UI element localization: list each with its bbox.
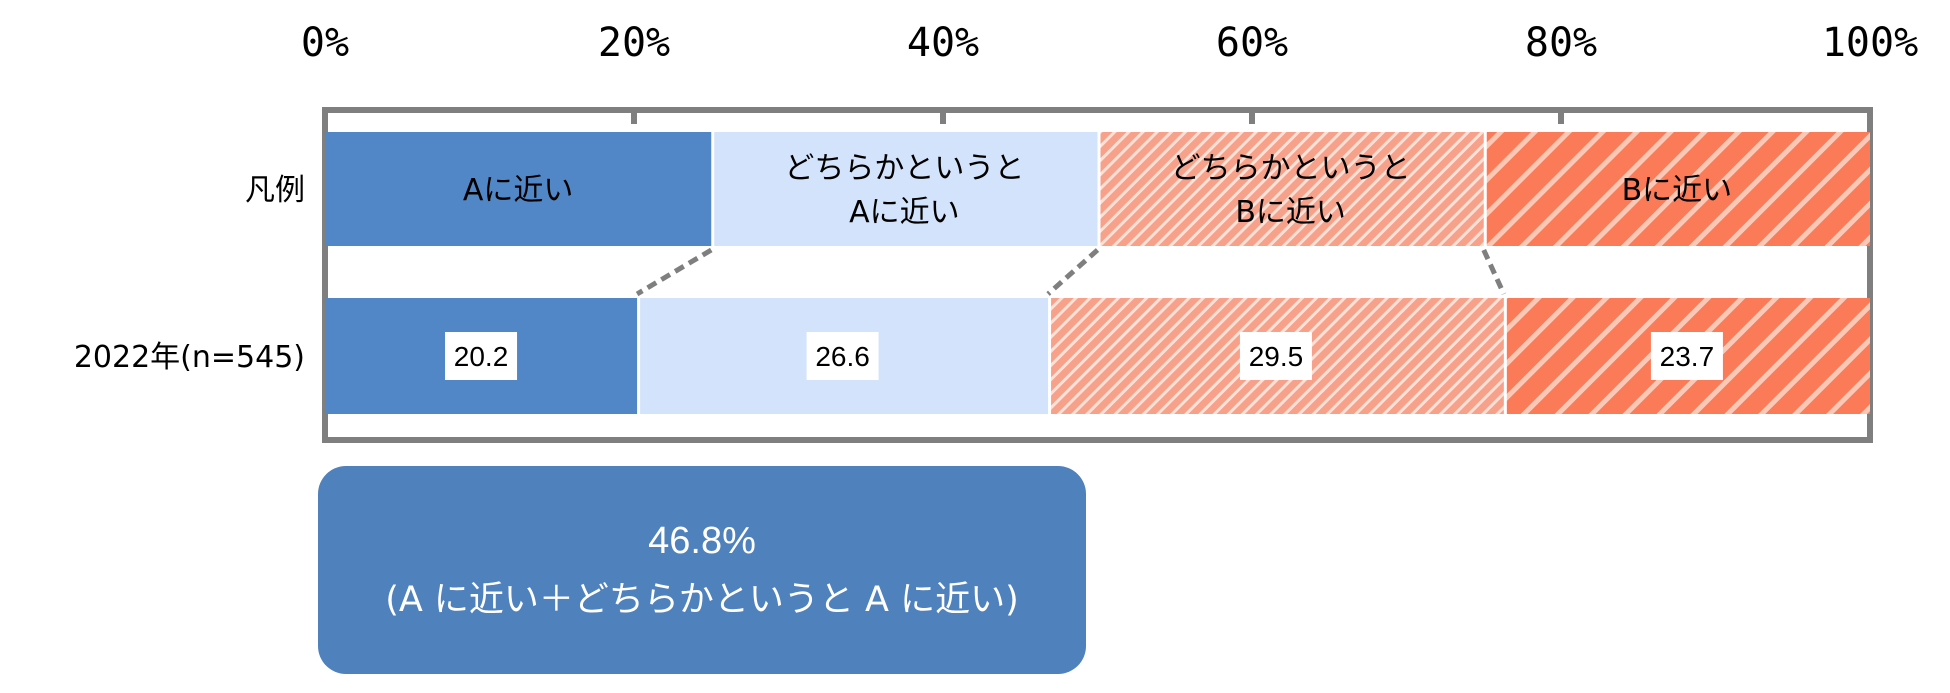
data-label-box — [445, 332, 518, 380]
summary-value: 46.8% — [648, 520, 756, 563]
data-label: 23.7 — [1660, 341, 1715, 372]
data-label: 29.5 — [1249, 341, 1304, 372]
connector-line — [1046, 248, 1100, 296]
x-tick-label: 100% — [1822, 20, 1918, 66]
summary-note: (A に近い＋どちらかというと A に近い) — [385, 579, 1019, 620]
data-label-box — [806, 332, 879, 380]
connector-line — [635, 247, 713, 297]
legend-swatch — [714, 132, 1098, 246]
x-tick-label: 80% — [1525, 20, 1597, 66]
data-label: 26.6 — [815, 341, 870, 372]
data-label: 20.2 — [454, 341, 509, 372]
legend-label: どちらかというと — [784, 151, 1024, 186]
summary-callout: 46.8% (A に近い＋どちらかというと A に近い) — [318, 466, 1086, 674]
legend-swatch — [1100, 132, 1484, 246]
legend-label: どちらかというと — [1171, 151, 1411, 186]
legend-label: Aに近い — [463, 173, 574, 208]
x-tick-label: 0% — [301, 20, 349, 66]
data-label-box — [1650, 332, 1723, 380]
legend-row-label: 凡例 — [245, 173, 305, 208]
category-label: 2022年(n=545) — [74, 340, 305, 375]
data-label-box — [1239, 332, 1312, 380]
x-tick-label: 60% — [1216, 20, 1288, 66]
legend-label: Bに近い — [1235, 195, 1346, 230]
x-tick-label: 20% — [598, 20, 670, 66]
x-tick-label: 40% — [907, 20, 979, 66]
legend-swatch — [325, 132, 712, 246]
legend-swatch — [1486, 132, 1870, 246]
connector-line — [1481, 248, 1507, 296]
legend-label: Aに近い — [849, 195, 960, 230]
legend-label: Bに近い — [1622, 173, 1733, 208]
